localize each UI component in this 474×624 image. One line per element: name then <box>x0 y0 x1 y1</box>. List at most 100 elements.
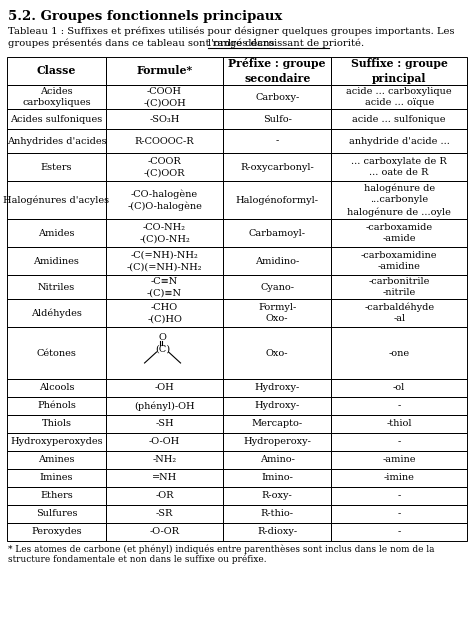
Bar <box>331 85 467 109</box>
Bar <box>106 299 223 327</box>
Bar <box>331 433 467 451</box>
Bar <box>223 275 331 299</box>
Text: -O-OH: -O-OH <box>149 437 180 447</box>
Text: acide ... carboxylique
acide ... oïque: acide ... carboxylique acide ... oïque <box>346 87 452 107</box>
Bar <box>331 219 467 247</box>
Bar <box>223 397 331 415</box>
Bar <box>7 379 106 397</box>
Text: -carbonitrile
-nitrile: -carbonitrile -nitrile <box>368 277 430 297</box>
Text: O: O <box>159 333 166 341</box>
Text: Amides: Amides <box>38 228 75 238</box>
Bar <box>106 451 223 469</box>
Text: -CO-halogène
-(C)O-halogène: -CO-halogène -(C)O-halogène <box>127 189 202 211</box>
Bar <box>331 415 467 433</box>
Text: Esters: Esters <box>41 162 72 172</box>
Bar <box>7 57 106 85</box>
Bar <box>331 451 467 469</box>
Bar <box>223 327 331 379</box>
Text: Halogénures d'acyles: Halogénures d'acyles <box>3 195 109 205</box>
Text: Amino-: Amino- <box>260 456 295 464</box>
Bar <box>7 487 106 505</box>
Bar <box>7 505 106 523</box>
Bar <box>7 219 106 247</box>
Text: -SR: -SR <box>156 510 173 519</box>
Text: -: - <box>398 510 401 519</box>
Bar <box>331 523 467 541</box>
Text: -OR: -OR <box>155 492 174 500</box>
Bar <box>331 469 467 487</box>
Bar <box>223 109 331 129</box>
Text: -COOR
-(C)OOR: -COOR -(C)OOR <box>144 157 185 177</box>
Text: -imine: -imine <box>384 474 415 482</box>
Bar <box>331 153 467 181</box>
Text: Hydroxy-: Hydroxy- <box>255 384 300 392</box>
Text: structure fondamentale et non dans le suffixe ou préfixe.: structure fondamentale et non dans le su… <box>8 555 266 565</box>
Bar <box>223 469 331 487</box>
Text: -: - <box>398 492 401 500</box>
Text: =NH: =NH <box>152 474 177 482</box>
Text: Thiols: Thiols <box>41 419 72 429</box>
Bar <box>106 469 223 487</box>
Bar <box>106 57 223 85</box>
Text: Phénols: Phénols <box>37 401 76 411</box>
Bar <box>331 397 467 415</box>
Bar <box>106 397 223 415</box>
Text: * Les atomes de carbone (et phényl) indiqués entre parenthèses sont inclus dans : * Les atomes de carbone (et phényl) indi… <box>8 544 435 553</box>
Bar <box>331 379 467 397</box>
Text: Carbamoyl-: Carbamoyl- <box>249 228 306 238</box>
Text: anhydride d'acide ...: anhydride d'acide ... <box>349 137 449 145</box>
Bar <box>331 275 467 299</box>
Text: Halogénoformyl-: Halogénoformyl- <box>236 195 319 205</box>
Text: ... carboxylate de R
... oate de R: ... carboxylate de R ... oate de R <box>351 157 447 177</box>
Text: Hydroperoxy-: Hydroperoxy- <box>243 437 311 447</box>
Bar <box>106 523 223 541</box>
Text: R-oxy-: R-oxy- <box>262 492 292 500</box>
Bar <box>7 451 106 469</box>
Text: (C): (C) <box>155 344 170 354</box>
Bar <box>223 181 331 219</box>
Bar <box>223 219 331 247</box>
Bar <box>7 129 106 153</box>
Text: -carboxamidine
-amidine: -carboxamidine -amidine <box>361 251 438 271</box>
Bar <box>223 57 331 85</box>
Bar <box>7 181 106 219</box>
Bar <box>106 247 223 275</box>
Bar <box>106 487 223 505</box>
Text: Acides sulfoniques: Acides sulfoniques <box>10 114 102 124</box>
Text: Amidines: Amidines <box>34 256 79 265</box>
Bar <box>223 415 331 433</box>
Text: -C≡N
-(C)≡N: -C≡N -(C)≡N <box>147 277 182 297</box>
Bar <box>106 85 223 109</box>
Bar <box>7 397 106 415</box>
Text: 5.2. Groupes fonctionnels principaux: 5.2. Groupes fonctionnels principaux <box>8 10 282 23</box>
Bar <box>106 181 223 219</box>
Text: l'ordre décroissant de priorité.: l'ordre décroissant de priorité. <box>208 38 364 47</box>
Text: -thiol: -thiol <box>386 419 412 429</box>
Text: Sulfo-: Sulfo- <box>263 114 292 124</box>
Text: -C(=NH)-NH₂
-(C)(=NH)-NH₂: -C(=NH)-NH₂ -(C)(=NH)-NH₂ <box>127 251 202 271</box>
Bar <box>7 415 106 433</box>
Text: Préfixe : groupe
secondaire: Préfixe : groupe secondaire <box>228 59 326 84</box>
Text: -OH: -OH <box>155 384 174 392</box>
Bar <box>223 433 331 451</box>
Text: Alcools: Alcools <box>39 384 74 392</box>
Text: R-oxycarbonyl-: R-oxycarbonyl- <box>240 162 314 172</box>
Text: -carbaldéhyde
-al: -carbaldéhyde -al <box>364 303 434 323</box>
Text: Hydroxy-: Hydroxy- <box>255 401 300 411</box>
Text: R-COOOC-R: R-COOOC-R <box>135 137 194 145</box>
Text: Peroxydes: Peroxydes <box>31 527 82 537</box>
Bar <box>331 487 467 505</box>
Bar <box>7 523 106 541</box>
Bar <box>106 415 223 433</box>
Text: Formule*: Formule* <box>137 66 192 77</box>
Text: acide ... sulfonique: acide ... sulfonique <box>352 114 446 124</box>
Text: -carboxamide
-amide: -carboxamide -amide <box>365 223 433 243</box>
Text: R-thio-: R-thio- <box>261 510 294 519</box>
Bar <box>106 153 223 181</box>
Text: Imino-: Imino- <box>261 474 293 482</box>
Text: -CHO
-(C)HO: -CHO -(C)HO <box>147 303 182 323</box>
Text: -: - <box>398 401 401 411</box>
Bar <box>331 505 467 523</box>
Text: -NH₂: -NH₂ <box>153 456 177 464</box>
Text: -O-OR: -O-OR <box>150 527 180 537</box>
